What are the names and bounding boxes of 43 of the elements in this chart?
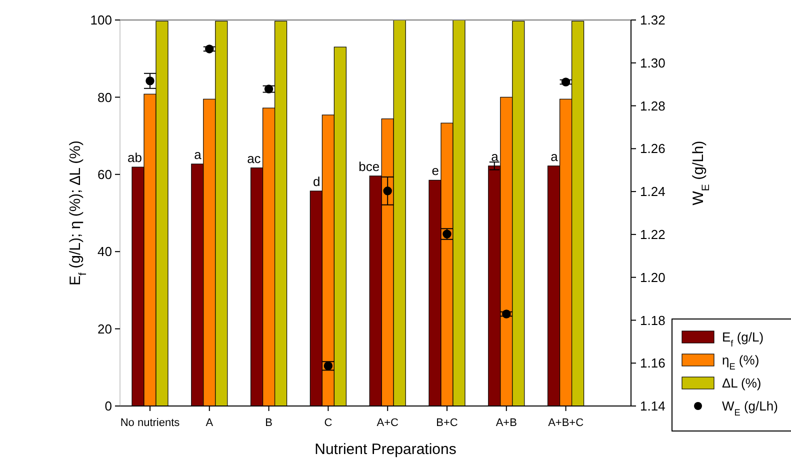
point bbox=[561, 78, 570, 86]
y2-tick-label: 1.26 bbox=[640, 141, 666, 156]
y2-tick-label: 1.28 bbox=[640, 98, 666, 114]
y2-tick-label: 1.24 bbox=[640, 184, 666, 200]
data-label: ab bbox=[128, 150, 142, 166]
point bbox=[205, 44, 214, 54]
legend-label: W$_{E}$ (g/Lh) bbox=[722, 398, 778, 418]
x-axis-title: Nutrient Preparations bbox=[314, 441, 456, 458]
x-tick-label: B+C bbox=[436, 417, 458, 429]
x-tick-label: B bbox=[265, 417, 272, 429]
point bbox=[146, 76, 154, 86]
y-tick-label: 0 bbox=[104, 398, 112, 414]
y-tick-label: 40 bbox=[98, 244, 112, 260]
point bbox=[502, 310, 511, 318]
x-tick-label: C bbox=[324, 417, 332, 429]
y2-tick-label: 1.20 bbox=[640, 270, 666, 285]
x-tick-label: A+C bbox=[376, 417, 398, 429]
y-tick-label: 100 bbox=[90, 12, 112, 28]
data-label: d bbox=[312, 174, 320, 189]
legend-label: ΔL (%) bbox=[722, 376, 762, 391]
data-label: a bbox=[491, 148, 500, 164]
y-tick-label: 80 bbox=[98, 90, 112, 105]
legend-label: E$_{f}$ (g/L) bbox=[722, 330, 764, 349]
y-tick-label: 60 bbox=[98, 166, 112, 182]
data-label: a bbox=[194, 146, 202, 162]
data-label: ac bbox=[247, 150, 262, 166]
legend-label: η$_{E}$ (%) bbox=[722, 352, 760, 372]
x-tick-label: A+B bbox=[496, 417, 517, 429]
point bbox=[264, 84, 274, 94]
y2-tick-label: 1.32 bbox=[640, 12, 666, 28]
y2-tick-label: 1.16 bbox=[640, 356, 666, 371]
x-tick-label: No nutrients bbox=[120, 417, 180, 429]
y2-tick-label: 1.30 bbox=[640, 55, 666, 70]
data-label: e bbox=[432, 163, 439, 178]
x-tick-label: A+B+C bbox=[548, 417, 584, 429]
y2-tick-label: 1.22 bbox=[640, 226, 666, 242]
y2-tick-label: 1.18 bbox=[640, 312, 666, 328]
x-tick-label: A bbox=[206, 417, 214, 429]
y2-tick-label: 1.14 bbox=[640, 398, 666, 414]
point bbox=[383, 186, 392, 196]
data-label: a bbox=[550, 148, 559, 164]
y-tick-label: 20 bbox=[98, 321, 112, 336]
data-label: bce bbox=[358, 158, 380, 174]
